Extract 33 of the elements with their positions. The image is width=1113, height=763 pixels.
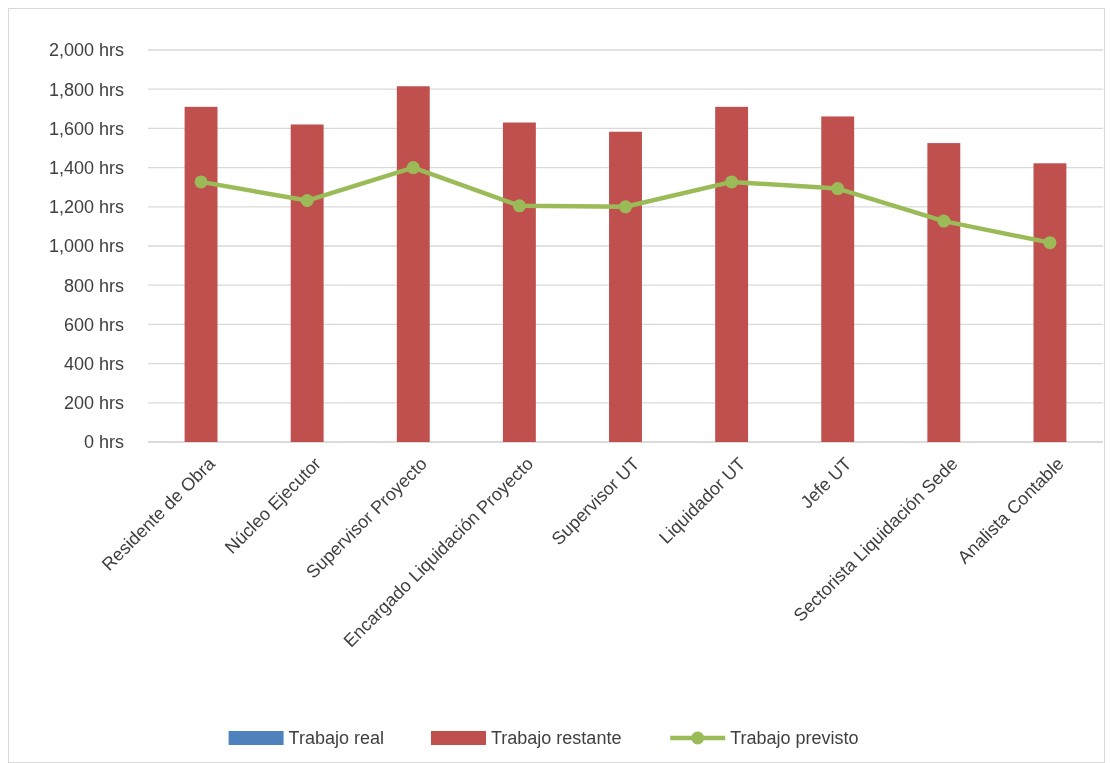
y-tick-label: 1,400 hrs [48,157,124,178]
x-tick-label: Jefe UT [796,453,856,513]
point [725,175,739,189]
legend-label: Trabajo previsto [730,728,859,749]
y-tick-label: 800 hrs [63,275,124,296]
y-tick-label: 1,600 hrs [48,118,124,139]
bar [502,122,536,442]
point [1043,236,1057,250]
bar [396,86,430,442]
y-tick-label: 2,000 hrs [48,40,124,61]
y-tick-label: 600 hrs [63,314,124,335]
point [619,200,632,214]
bar [927,143,961,442]
bar [821,116,855,442]
point [512,199,526,213]
y-tick-label: 1,200 hrs [48,197,124,218]
legend-label: Trabajo real [288,728,384,749]
bar [184,106,218,442]
y-tick-label: 200 hrs [63,393,124,414]
bar [715,106,749,442]
point [831,182,845,196]
y-tick-label: 400 hrs [63,353,124,374]
point [194,175,208,189]
bar [290,124,324,442]
legend-label: Trabajo restante [491,728,622,749]
point [937,214,951,228]
y-tick-label: 1,000 hrs [48,236,124,257]
point [406,161,420,175]
point [300,194,314,208]
y-tick-label: 1,800 hrs [48,79,124,100]
bar [609,131,642,442]
bar [1033,163,1067,442]
y-tick-label: 0 hrs [83,432,124,453]
